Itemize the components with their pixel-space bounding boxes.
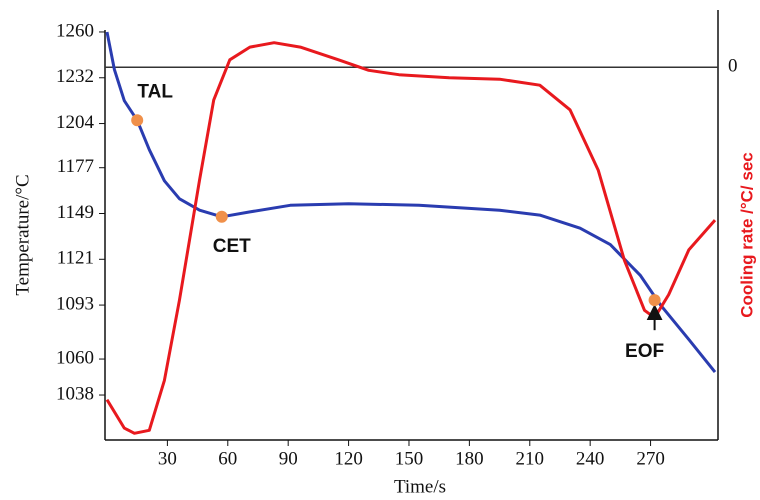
annotation-label: CET (213, 236, 251, 257)
series-line (105, 41, 717, 435)
y-tick-label: 1060 (56, 347, 94, 368)
x-tick-label: 180 (455, 448, 484, 469)
annotation-point (215, 210, 228, 223)
annotation-label: EOF (625, 341, 664, 362)
y-tick-label: 1121 (57, 248, 94, 269)
x-tick-label: 150 (395, 448, 424, 469)
y-tick-label: 1204 (56, 112, 95, 133)
annotation-point (648, 294, 661, 307)
x-tick-label: 30 (158, 448, 177, 469)
y-tick-label: 1038 (56, 383, 94, 404)
x-axis-label: Time/s (394, 476, 446, 497)
y-tick-label: 1149 (57, 202, 94, 223)
y-tick-label: 1260 (56, 20, 94, 41)
x-tick-label: 210 (516, 448, 545, 469)
y-tick-label: 1177 (57, 156, 94, 177)
x-tick-label: 120 (334, 448, 363, 469)
y-axis-label: Temperature/°C (12, 174, 33, 295)
x-tick-label: 270 (636, 448, 665, 469)
y-tick-label: 1093 (56, 293, 94, 314)
y2-axis-label: Cooling rate /°C/ sec (737, 152, 756, 318)
annotation-label: TAL (137, 81, 173, 102)
annotation-point (131, 114, 144, 127)
series-line (105, 31, 717, 374)
y2-tick-label: 0 (728, 56, 738, 77)
y-tick-label: 1232 (56, 66, 94, 87)
x-tick-label: 60 (218, 448, 237, 469)
x-tick-label: 240 (576, 448, 605, 469)
x-tick-label: 90 (279, 448, 298, 469)
